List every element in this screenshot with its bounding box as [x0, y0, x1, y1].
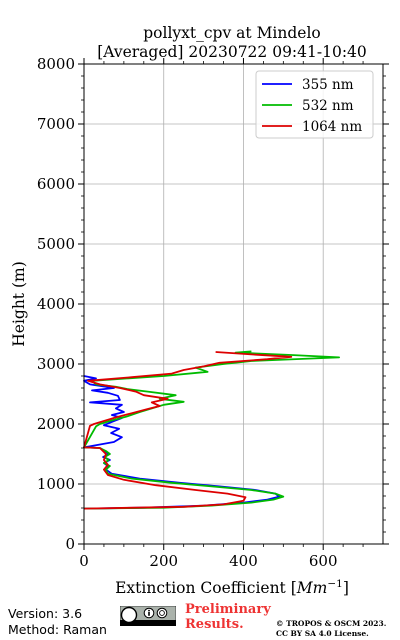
- x-axis-label-close: ]: [343, 579, 349, 597]
- method-text: Method: Raman: [8, 622, 107, 637]
- cc-license-badge: [120, 606, 176, 626]
- legend-label: 1064 nm: [302, 119, 362, 135]
- preliminary-line1: Preliminary: [185, 602, 271, 617]
- y-tick-label: 8000: [37, 55, 75, 73]
- x-tick-label: 0: [79, 552, 89, 570]
- extinction-profile-chart: pollyxt_cpv at Mindelo [Averaged] 202307…: [10, 24, 389, 597]
- preliminary-line2: Results.: [185, 617, 244, 632]
- axis-ticks: [78, 58, 389, 550]
- y-tick-label: 2000: [37, 415, 75, 433]
- series-line: [83, 350, 341, 510]
- x-tick-label: 400: [229, 552, 258, 570]
- x-tick-labels: 0 200 400 600: [79, 552, 337, 570]
- y-tick-label: 1000: [37, 475, 75, 493]
- version-text: Version: 3.6: [8, 606, 83, 621]
- chart-title-line1: pollyxt_cpv at Mindelo: [143, 24, 321, 42]
- legend-box: [255, 70, 374, 139]
- x-axis-label-text: Extinction Coefficient [: [115, 579, 297, 597]
- y-tick-label: 3000: [37, 355, 75, 373]
- preliminary-notice: Preliminary Results.: [185, 602, 271, 632]
- footer-info: Version: 3.6 Method: Raman: [8, 606, 107, 638]
- legend-label: 532 nm: [302, 98, 354, 114]
- copyright-line2: CC BY SA 4.0 License.: [276, 629, 369, 638]
- y-tick-label: 5000: [37, 235, 75, 253]
- x-axis-label-exponent: −1: [327, 578, 342, 590]
- series-line: [83, 351, 293, 510]
- legend: 355 nm 532 nm 1064 nm: [255, 70, 374, 139]
- y-tick-label: 7000: [37, 115, 75, 133]
- legend-label: 355 nm: [302, 77, 354, 93]
- x-axis-label: Extinction Coefficient [Mm−1]: [115, 578, 349, 597]
- y-tick-label: 4000: [37, 295, 75, 313]
- y-tick-label: 0: [65, 535, 75, 553]
- chart-title-line2: [Averaged] 20230722 09:41-10:40: [97, 43, 367, 61]
- y-tick-labels: 0 1000 2000 3000 4000 5000 6000 7000 8000: [37, 55, 75, 553]
- y-axis-label: Height (m): [10, 261, 28, 347]
- y-tick-label: 6000: [37, 175, 75, 193]
- x-tick-label: 600: [309, 552, 338, 570]
- plot-lines: [83, 350, 341, 510]
- x-axis-label-unit: Mm: [296, 579, 328, 597]
- x-tick-label: 200: [149, 552, 178, 570]
- copyright-notice: © TROPOS & OSCM 2023. CC BY SA 4.0 Licen…: [276, 619, 386, 639]
- copyright-line1: © TROPOS & OSCM 2023.: [276, 619, 387, 628]
